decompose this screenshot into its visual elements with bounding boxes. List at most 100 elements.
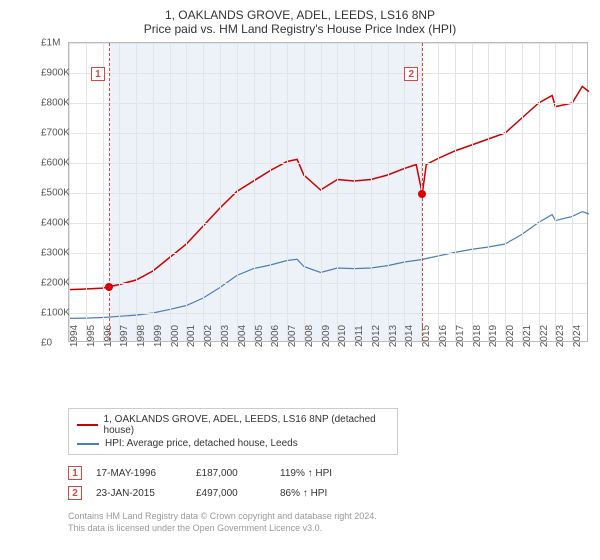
x-tick-label: 2020 [505,325,516,347]
x-tick-label: 2021 [522,325,533,347]
y-tick-label: £500K [41,188,70,199]
gridline-h [69,103,587,104]
legend: 1, OAKLANDS GROVE, ADEL, LEEDS, LS16 8NP… [68,408,398,455]
note-row: 223-JAN-2015£497,00086% ↑ HPI [68,483,588,503]
x-tick-label: 2013 [388,325,399,347]
gridline-v [69,43,70,341]
x-tick-label: 2022 [539,325,550,347]
series-price_paid [69,87,589,290]
legend-swatch [77,443,99,445]
x-tick-label: 2024 [572,325,583,347]
gridline-v [136,43,137,341]
gridline-h [69,283,587,284]
note-price: £187,000 [196,468,266,479]
footer-line-2: This data is licensed under the Open Gov… [68,523,588,535]
gridline-v [103,43,104,341]
chart-svg [69,43,587,341]
y-tick-label: £800K [41,98,70,109]
gridline-v [337,43,338,341]
gridline-v [220,43,221,341]
x-tick-label: 2014 [404,325,415,347]
gridline-h [69,43,587,44]
y-tick-label: £700K [41,128,70,139]
gridline-v [371,43,372,341]
marker-box-2: 2 [404,67,418,81]
y-tick-label: £200K [41,278,70,289]
gridline-v [304,43,305,341]
legend-item: 1, OAKLANDS GROVE, ADEL, LEEDS, LS16 8NP… [77,413,389,437]
x-tick-label: 2008 [304,325,315,347]
y-tick-label: £900K [41,68,70,79]
gridline-v [170,43,171,341]
gridline-h [69,223,587,224]
y-tick-label: £1M [41,38,60,49]
gridline-v [388,43,389,341]
gridline-v [237,43,238,341]
gridline-v [119,43,120,341]
marker-box-1: 1 [91,67,105,81]
x-tick-label: 2011 [354,325,365,347]
gridline-h [69,253,587,254]
gridline-v [522,43,523,341]
legend-item: HPI: Average price, detached house, Leed… [77,437,389,450]
gridline-v [488,43,489,341]
x-tick-label: 1997 [119,325,130,347]
marker-dot-1 [105,283,113,291]
x-tick-label: 2002 [203,325,214,347]
gridline-h [69,73,587,74]
gridline-v [186,43,187,341]
note-number-box: 1 [68,466,82,480]
x-tick-label: 2007 [287,325,298,347]
gridline-h [69,133,587,134]
marker-dot-2 [418,190,426,198]
x-tick-label: 1995 [86,325,97,347]
gridline-v [270,43,271,341]
y-tick-label: £300K [41,248,70,259]
legend-label: HPI: Average price, detached house, Leed… [105,438,298,449]
x-tick-label: 2003 [220,325,231,347]
gridline-v [354,43,355,341]
transaction-notes: 117-MAY-1996£187,000119% ↑ HPI223-JAN-20… [68,463,588,503]
x-tick-label: 2017 [455,325,466,347]
chart-container: 1, OAKLANDS GROVE, ADEL, LEEDS, LS16 8NP… [0,0,600,560]
legend-swatch [77,424,98,426]
note-pct: 119% ↑ HPI [280,468,370,479]
note-number-box: 2 [68,486,82,500]
gridline-v [455,43,456,341]
note-pct: 86% ↑ HPI [280,488,370,499]
chart-subtitle: Price paid vs. HM Land Registry's House … [12,22,588,36]
chart-title: 1, OAKLANDS GROVE, ADEL, LEEDS, LS16 8NP [12,8,588,22]
marker-line-1 [109,43,110,341]
x-tick-label: 1998 [136,325,147,347]
x-tick-label: 2012 [371,325,382,347]
gridline-v [203,43,204,341]
gridline-v [404,43,405,341]
gridline-v [539,43,540,341]
series-hpi [69,212,589,319]
x-tick-label: 2005 [254,325,265,347]
gridline-v [505,43,506,341]
x-tick-label: 1999 [153,325,164,347]
legend-label: 1, OAKLANDS GROVE, ADEL, LEEDS, LS16 8NP… [104,414,389,436]
footer-line-1: Contains HM Land Registry data © Crown c… [68,511,588,523]
y-tick-label: £100K [41,308,70,319]
plot-area: £0£100K£200K£300K£400K£500K£600K£700K£80… [68,42,588,342]
gridline-v [321,43,322,341]
gridline-h [69,163,587,164]
note-price: £497,000 [196,488,266,499]
x-tick-label: 2018 [472,325,483,347]
plot-wrapper: £0£100K£200K£300K£400K£500K£600K£700K£80… [36,42,588,372]
y-tick-label: £400K [41,218,70,229]
note-row: 117-MAY-1996£187,000119% ↑ HPI [68,463,588,483]
x-tick-label: 2010 [337,325,348,347]
x-tick-label: 1994 [69,325,80,347]
gridline-v [472,43,473,341]
gridline-h [69,193,587,194]
gridline-v [438,43,439,341]
gridline-v [555,43,556,341]
x-tick-label: 2019 [488,325,499,347]
x-tick-label: 2016 [438,325,449,347]
x-tick-label: 2000 [170,325,181,347]
footer: Contains HM Land Registry data © Crown c… [68,511,588,534]
x-tick-label: 2023 [555,325,566,347]
